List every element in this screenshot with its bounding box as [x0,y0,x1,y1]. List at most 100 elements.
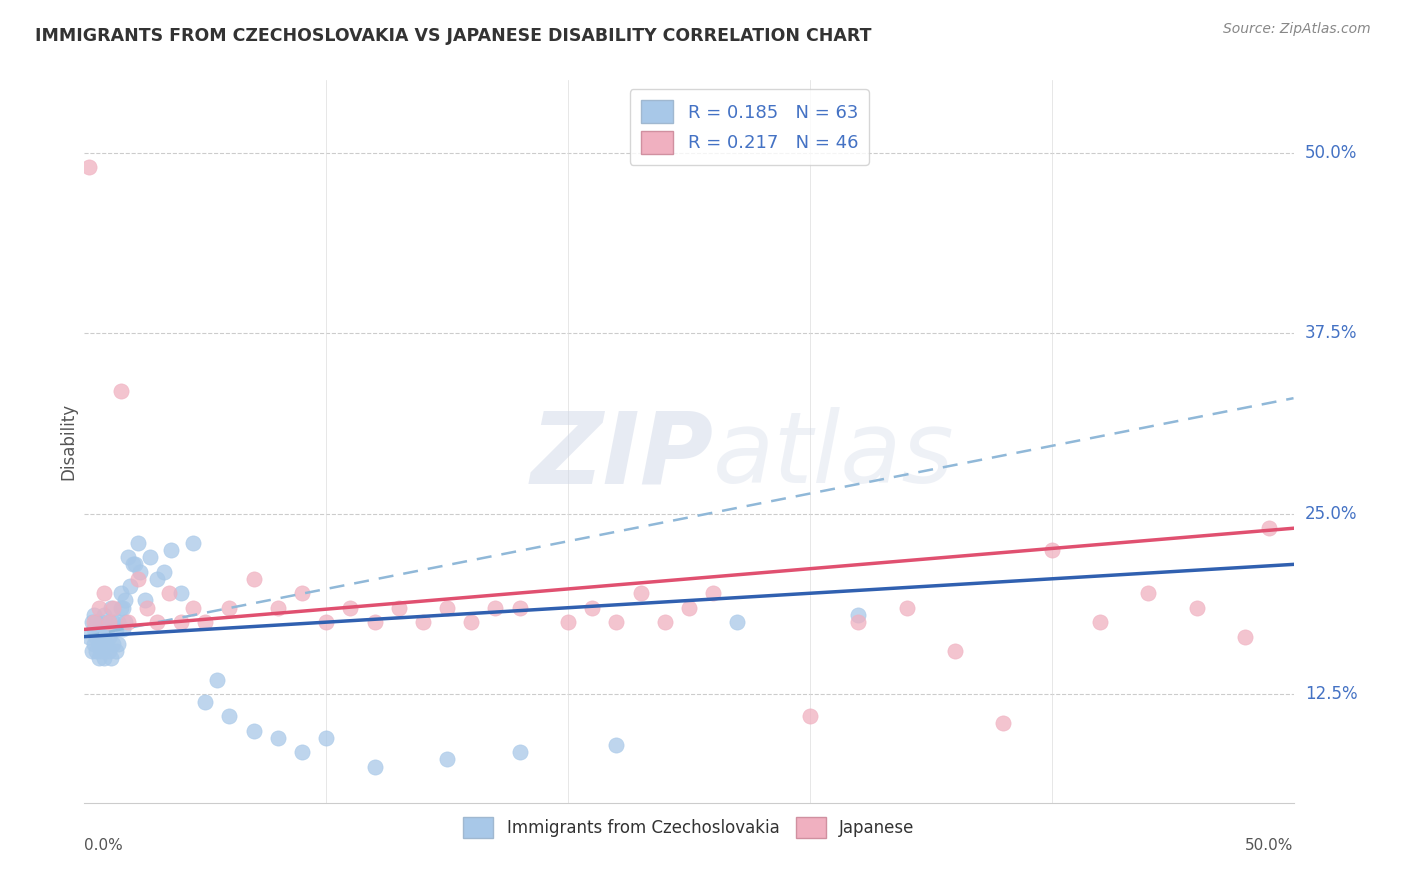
Point [117,550,139,565]
Point [581,600,603,615]
Point [218,709,240,723]
Point [90,615,112,630]
Text: 12.5%: 12.5% [1305,685,1357,704]
Point [104,644,127,658]
Point [242,723,264,738]
Point [509,600,531,615]
Point [1137,586,1160,600]
Point [107,615,129,630]
Point [315,731,337,745]
Point [291,745,314,759]
Point [94,623,117,637]
Point [436,752,458,766]
Point [117,615,139,630]
Point [1040,542,1063,557]
Point [120,579,142,593]
Text: 0.0%: 0.0% [84,838,124,853]
Point [160,542,183,557]
Point [363,760,385,774]
Point [1258,521,1281,535]
Point [110,384,132,398]
Point [87,623,110,637]
Point [846,607,869,622]
Point [218,600,240,615]
Point [194,695,217,709]
Text: 25.0%: 25.0% [1305,505,1357,523]
Text: 50.0%: 50.0% [1246,838,1294,853]
Point [138,550,160,565]
Point [605,615,627,630]
Point [93,607,115,622]
Point [678,600,700,615]
Point [129,565,152,579]
Point [97,615,120,630]
Point [77,160,100,174]
Point [93,651,115,665]
Point [157,586,180,600]
Point [267,600,290,615]
Point [86,644,108,658]
Point [97,615,120,630]
Point [103,615,125,630]
Point [484,600,506,615]
Point [1088,615,1111,630]
Point [127,572,149,586]
Point [291,586,314,600]
Point [134,593,156,607]
Point [77,630,100,644]
Legend: Immigrants from Czechoslovakia, Japanese: Immigrants from Czechoslovakia, Japanese [457,810,921,845]
Point [86,630,108,644]
Point [87,651,110,665]
Point [153,565,176,579]
Point [93,630,115,644]
Point [702,586,724,600]
Text: atlas: atlas [713,408,955,505]
Point [509,745,531,759]
Point [799,709,821,723]
Point [86,615,108,630]
Point [136,600,159,615]
Text: 37.5%: 37.5% [1305,324,1357,343]
Point [97,644,120,658]
Point [1234,630,1257,644]
Point [87,600,110,615]
Text: Source: ZipAtlas.com: Source: ZipAtlas.com [1223,22,1371,37]
Point [654,615,676,630]
Point [127,535,149,549]
Point [605,738,627,752]
Point [363,615,385,630]
Point [181,535,204,549]
Point [112,600,135,615]
Point [83,607,105,622]
Point [339,600,361,615]
Y-axis label: Disability: Disability [59,403,77,480]
Point [83,623,105,637]
Point [80,615,103,630]
Point [83,615,105,630]
Point [412,615,434,630]
Point [93,586,115,600]
Point [100,651,122,665]
Point [112,623,135,637]
Point [104,623,127,637]
Point [121,558,143,572]
Point [100,600,122,615]
Point [557,615,579,630]
Point [97,630,120,644]
Point [107,637,129,651]
Point [242,572,264,586]
Text: ZIP: ZIP [530,408,713,505]
Point [170,615,193,630]
Point [725,615,748,630]
Point [80,644,103,658]
Point [83,637,105,651]
Point [267,731,290,745]
Text: 50.0%: 50.0% [1305,144,1357,161]
Point [460,615,482,630]
Point [846,615,869,630]
Point [90,630,112,644]
Point [315,615,337,630]
Point [94,637,117,651]
Point [146,615,169,630]
Point [124,558,146,572]
